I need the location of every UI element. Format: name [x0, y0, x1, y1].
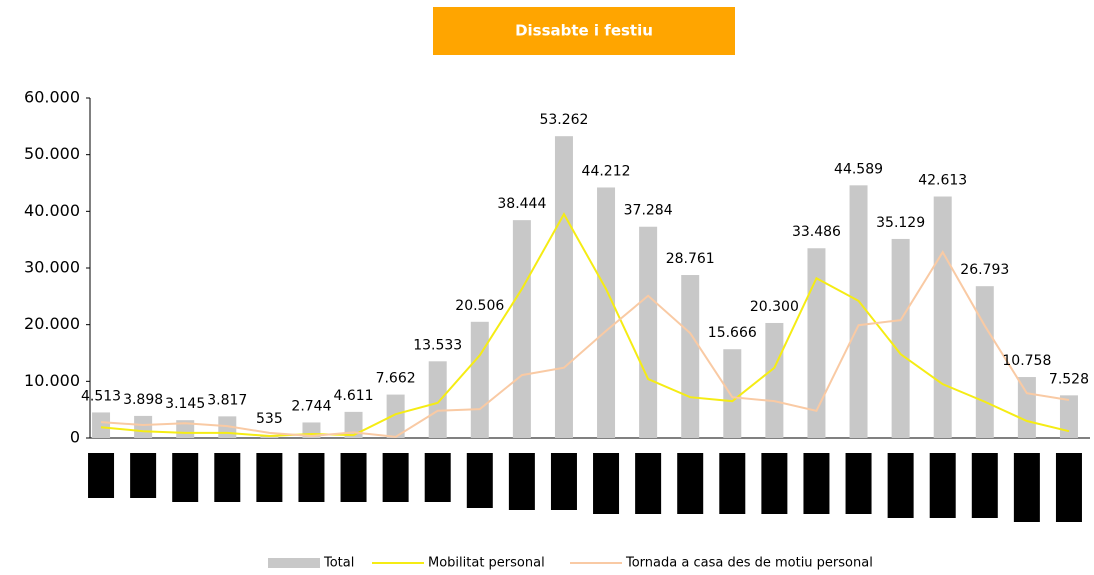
bar — [723, 349, 742, 438]
redacted-label — [1055, 453, 1082, 522]
data-label: 26.793 — [960, 262, 1009, 278]
bar — [512, 220, 531, 438]
redacted-label — [635, 453, 662, 514]
bar — [386, 394, 405, 438]
legend-label: Mobilitat personal — [428, 556, 545, 571]
bar — [554, 136, 573, 438]
data-label: 7.528 — [1049, 371, 1089, 387]
redacted-label — [719, 453, 746, 514]
redacted-label — [971, 453, 998, 518]
bar — [765, 322, 784, 438]
bar — [639, 226, 658, 438]
data-label: 2.744 — [291, 398, 331, 414]
chart-title: Dissabte i festiu — [515, 22, 653, 40]
bar — [681, 275, 700, 438]
data-label: 38.444 — [497, 196, 546, 212]
data-label: 20.506 — [455, 298, 504, 314]
y-tick-label: 0 — [70, 428, 80, 447]
redacted-label — [593, 453, 620, 514]
redacted-label — [424, 453, 451, 502]
bar — [428, 361, 447, 438]
data-label: 33.486 — [792, 224, 841, 240]
redacted-label — [508, 453, 535, 510]
redacted-label — [887, 453, 914, 518]
y-tick-label: 10.000 — [24, 371, 80, 390]
data-label: 13.533 — [413, 337, 462, 353]
data-label: 4.611 — [333, 388, 373, 404]
data-label: 28.761 — [666, 251, 715, 267]
bar — [1059, 395, 1078, 438]
line — [100, 250, 1070, 438]
redacted-label — [677, 453, 704, 514]
data-label: 3.817 — [207, 392, 247, 408]
data-label: 7.662 — [376, 371, 416, 387]
data-label: 37.284 — [624, 203, 673, 219]
bar — [344, 411, 363, 438]
redacted-label — [845, 453, 872, 514]
bar — [92, 412, 111, 438]
redacted-label — [466, 453, 493, 508]
redacted-label — [340, 453, 367, 502]
redacted-label — [88, 453, 115, 498]
bar — [849, 185, 868, 438]
data-label: 53.262 — [539, 112, 588, 128]
y-tick-label: 40.000 — [24, 201, 80, 220]
redacted-label — [803, 453, 830, 514]
redacted-label — [1013, 453, 1040, 522]
y-tick-label: 50.000 — [24, 144, 80, 163]
data-label: 4.513 — [81, 388, 121, 404]
bar — [1017, 377, 1036, 438]
data-label: 44.589 — [834, 161, 883, 177]
bar — [597, 187, 616, 438]
legend-swatch — [268, 558, 320, 568]
bar — [891, 238, 910, 438]
bar — [933, 196, 952, 438]
data-label: 535 — [256, 411, 283, 427]
title-box — [433, 7, 735, 55]
legend-label: Tornada a casa des de motiu personal — [625, 556, 873, 571]
redacted-label — [256, 453, 283, 502]
data-label: 3.145 — [165, 396, 205, 412]
bar — [807, 248, 826, 438]
data-label: 20.300 — [750, 299, 799, 315]
redacted-label — [172, 453, 199, 502]
redacted-label — [761, 453, 788, 514]
redacted-label — [929, 453, 956, 518]
bar — [470, 321, 489, 438]
data-label: 44.212 — [582, 163, 631, 179]
legend-label: Total — [323, 556, 354, 571]
redacted-label — [130, 453, 157, 498]
redacted-label — [214, 453, 241, 502]
redacted-label — [298, 453, 325, 502]
data-label: 10.758 — [1002, 353, 1051, 369]
y-tick-label: 60.000 — [24, 88, 80, 107]
data-label: 42.613 — [918, 173, 967, 189]
data-label: 35.129 — [876, 215, 925, 231]
y-tick-label: 30.000 — [24, 258, 80, 277]
bar — [134, 415, 153, 438]
y-tick-label: 20.000 — [24, 314, 80, 333]
data-label: 3.898 — [123, 392, 163, 408]
redacted-label — [382, 453, 409, 502]
bar — [975, 286, 994, 438]
redacted-label — [550, 453, 577, 510]
line — [100, 212, 1070, 438]
data-label: 15.666 — [708, 325, 757, 341]
